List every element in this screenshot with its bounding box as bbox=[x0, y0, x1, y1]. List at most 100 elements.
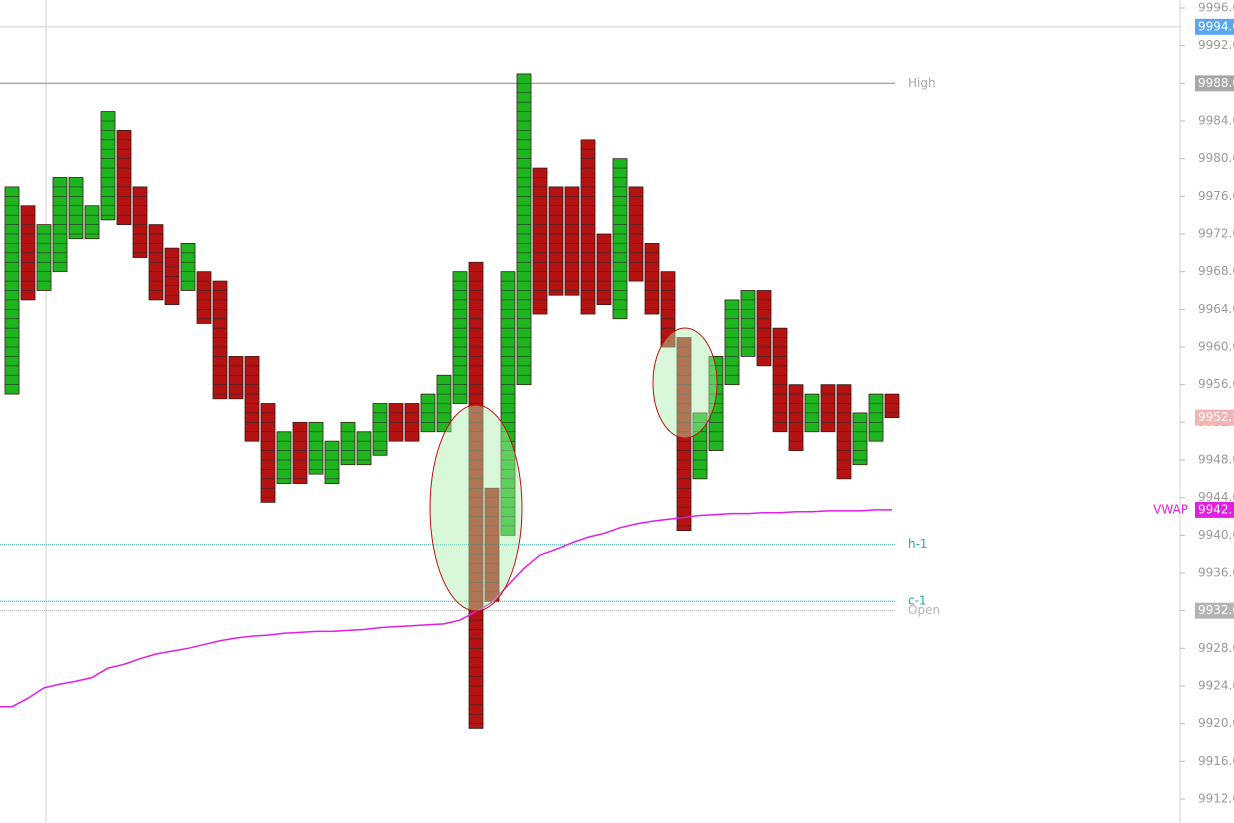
footprint-column bbox=[628, 186, 644, 282]
footprint-column bbox=[52, 177, 68, 273]
footprint-column bbox=[468, 261, 484, 729]
footprint-column bbox=[596, 233, 612, 306]
footprint-column bbox=[404, 403, 420, 442]
price-marker bbox=[1195, 18, 1234, 35]
level-label: High bbox=[908, 76, 936, 90]
column-body bbox=[724, 299, 740, 386]
level-label: c-1 bbox=[908, 594, 927, 608]
column-body bbox=[468, 261, 484, 729]
footprint-column bbox=[372, 403, 388, 456]
footprint-column bbox=[868, 393, 884, 442]
footprint-column bbox=[276, 431, 292, 484]
footprint-column bbox=[340, 421, 356, 466]
level-label: Open bbox=[908, 603, 940, 617]
price-marker-label: 9952.5 bbox=[1198, 410, 1234, 424]
footprint-column bbox=[660, 271, 676, 348]
y-tick-label: 9968.0 bbox=[1198, 264, 1234, 278]
column-body bbox=[292, 421, 308, 484]
y-tick-label: 9964.0 bbox=[1198, 302, 1234, 316]
column-body bbox=[260, 403, 276, 503]
y-tick-label: 9940.0 bbox=[1198, 528, 1234, 542]
column-body bbox=[548, 186, 564, 296]
footprint-column bbox=[228, 356, 244, 400]
footprint-column bbox=[676, 337, 692, 532]
y-tick-label: 9972.0 bbox=[1198, 226, 1234, 240]
price-marker bbox=[1195, 501, 1234, 518]
footprint-column bbox=[484, 487, 500, 602]
footprint-column bbox=[724, 299, 740, 386]
column-body bbox=[516, 73, 532, 386]
y-tick-label: 9948.0 bbox=[1198, 452, 1234, 466]
column-body bbox=[644, 243, 660, 315]
column-body bbox=[100, 111, 116, 221]
column-body bbox=[132, 186, 148, 258]
column-body bbox=[884, 393, 900, 419]
price-marker-label: 9988.0 bbox=[1198, 76, 1234, 90]
footprint-column bbox=[532, 167, 548, 315]
footprint-column bbox=[36, 224, 52, 291]
footprint-column bbox=[612, 158, 628, 320]
footprint-column bbox=[356, 431, 372, 466]
columns bbox=[0, 73, 900, 729]
y-tick-label: 9980.0 bbox=[1198, 151, 1234, 165]
column-body bbox=[212, 280, 228, 400]
footprint-column bbox=[244, 356, 260, 442]
price-marker bbox=[1195, 409, 1234, 426]
footprint-column bbox=[132, 186, 148, 258]
y-tick-label: 9992.0 bbox=[1198, 38, 1234, 52]
footprint-column bbox=[196, 271, 212, 324]
price-axis: VWAP 9912.0 9916.0 9920.0 9924.0 9928.0 9932.0… bbox=[1153, 1, 1234, 805]
footprint-column bbox=[644, 243, 660, 315]
column-body bbox=[772, 327, 788, 433]
footprint-column bbox=[180, 243, 196, 291]
footprint-column bbox=[772, 327, 788, 433]
y-tick-label: 9916.0 bbox=[1198, 754, 1234, 768]
footprint-column bbox=[740, 290, 756, 357]
footprint-column bbox=[708, 356, 724, 451]
column-body bbox=[244, 356, 260, 442]
footprint-column bbox=[164, 247, 180, 306]
footprint-column bbox=[68, 177, 84, 240]
column-body bbox=[324, 440, 340, 484]
footprint-column bbox=[852, 412, 868, 466]
footprint-column bbox=[212, 280, 228, 400]
y-tick-label: 9936.0 bbox=[1198, 565, 1234, 579]
footprint-column bbox=[420, 393, 436, 433]
column-body bbox=[276, 431, 292, 484]
footprint-column bbox=[116, 130, 132, 225]
column-body bbox=[180, 243, 196, 291]
y-tick-label: 9960.0 bbox=[1198, 339, 1234, 353]
y-tick-label: 9912.0 bbox=[1198, 791, 1234, 805]
footprint-column bbox=[100, 111, 116, 221]
highlight-ellipse bbox=[652, 327, 718, 439]
price-marker-label: 9942. bbox=[1198, 502, 1232, 516]
column-body bbox=[868, 393, 884, 442]
footprint-column bbox=[788, 384, 804, 451]
footprint-column bbox=[436, 374, 452, 433]
y-tick-label: 9976.0 bbox=[1198, 189, 1234, 203]
column-body bbox=[196, 271, 212, 324]
footprint-column bbox=[804, 393, 820, 433]
column-body bbox=[852, 412, 868, 466]
footprint-column bbox=[292, 421, 308, 484]
column-body bbox=[788, 384, 804, 451]
footprint-column bbox=[516, 73, 532, 386]
column-body bbox=[68, 177, 84, 240]
footprint-column bbox=[452, 271, 468, 404]
column-body bbox=[84, 205, 100, 240]
column-body bbox=[340, 421, 356, 466]
footprint-column bbox=[148, 224, 164, 301]
column-body bbox=[820, 384, 836, 433]
column-body bbox=[596, 233, 612, 306]
footprint-column bbox=[308, 421, 324, 475]
y-tick-label: 9956.0 bbox=[1198, 377, 1234, 391]
column-body bbox=[564, 186, 580, 296]
footprint-column bbox=[260, 403, 276, 503]
vwap-line bbox=[0, 509, 892, 708]
column-body bbox=[532, 167, 548, 315]
column-body bbox=[676, 337, 692, 532]
price-marker-label: 9994.0 bbox=[1198, 19, 1234, 33]
y-tick-label: 9996.0 bbox=[1198, 1, 1234, 15]
column-body bbox=[692, 412, 708, 480]
